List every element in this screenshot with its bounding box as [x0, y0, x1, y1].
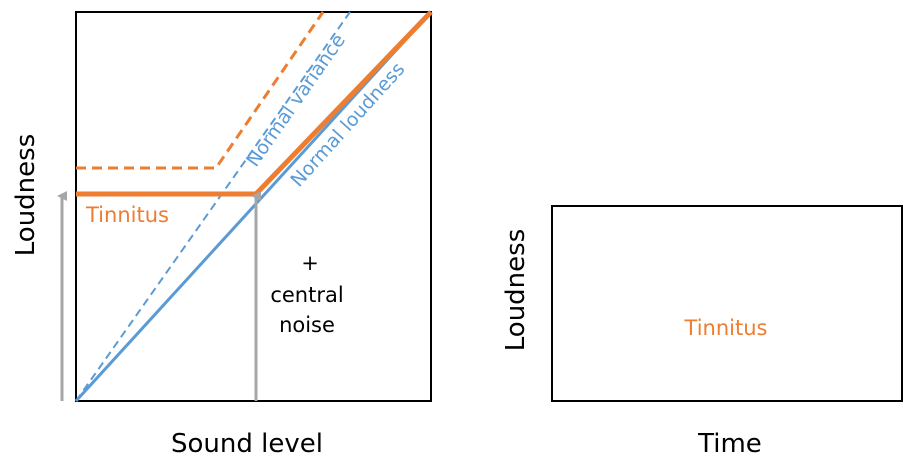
left-x-axis-label: Sound level [171, 429, 323, 459]
tinnitus-variance-curve [76, 11, 325, 170]
central-noise-plus: + [301, 251, 319, 275]
tinnitus-label: Tinnitus [85, 203, 169, 227]
right-x-axis-label: Time [697, 429, 762, 459]
normal-variance-line [75, 11, 351, 402]
right-tinnitus-label: Tinnitus [684, 316, 768, 340]
right-y-axis-label: Loudness [501, 229, 531, 351]
central-noise-line2: central [270, 283, 343, 307]
left-panel: Tinnitus Normal variance Normal loudness… [11, 10, 433, 459]
right-panel: Tinnitus Loudness Time [501, 205, 903, 459]
left-y-axis-label: Loudness [11, 134, 41, 256]
central-noise-line3: noise [279, 313, 335, 337]
right-plot-frame [551, 205, 903, 402]
left-plot-frame [75, 11, 432, 402]
